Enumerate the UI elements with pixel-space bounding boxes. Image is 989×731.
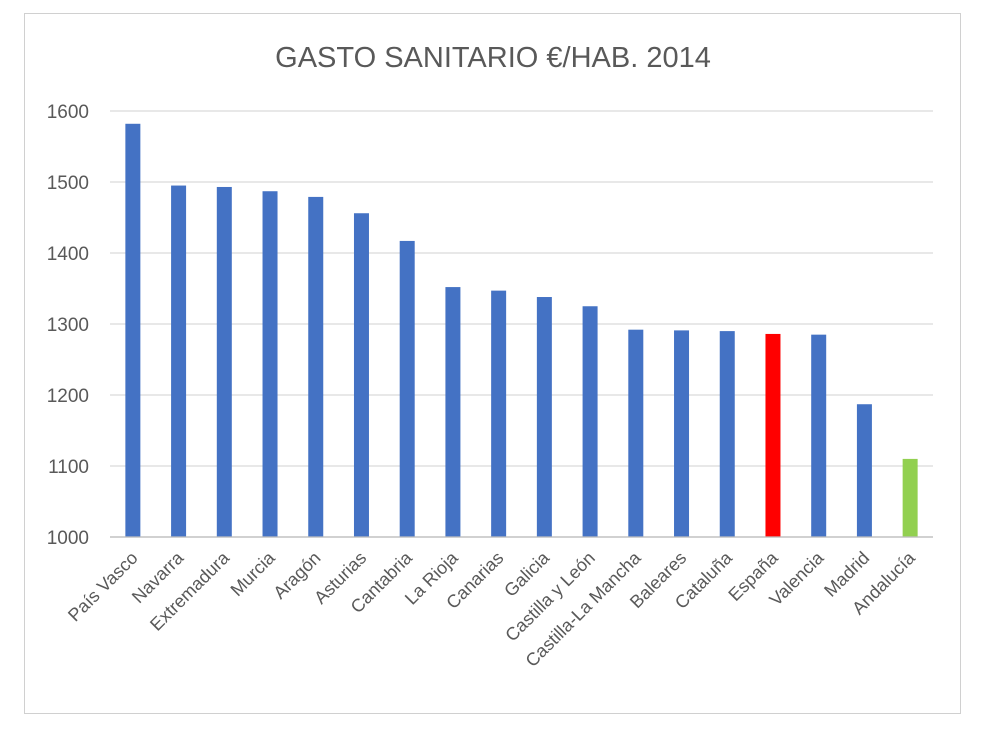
bar	[491, 290, 507, 537]
bar	[125, 123, 141, 537]
x-axis-category-labels: País VascoNavarraExtremaduraMurciaAragón…	[64, 547, 920, 671]
bar	[536, 297, 552, 537]
bar	[902, 458, 918, 537]
y-tick-label: 1300	[47, 315, 89, 336]
bar	[171, 185, 187, 538]
y-tick-label: 1600	[47, 102, 89, 123]
bar	[353, 213, 369, 538]
bar	[445, 287, 461, 537]
bar	[765, 333, 781, 537]
bar	[308, 196, 324, 537]
gridlines	[110, 110, 933, 538]
bar	[582, 306, 598, 537]
bar	[811, 334, 827, 537]
bar	[262, 191, 278, 538]
x-category-label: País Vasco	[64, 548, 142, 626]
y-axis-tick-labels: 1000 1100 1200 1300 1400 1500 1600	[47, 102, 89, 549]
bar	[856, 404, 872, 537]
y-tick-label: 1100	[48, 457, 89, 478]
bar	[674, 330, 690, 537]
y-tick-label: 1000	[47, 528, 89, 549]
bar	[628, 329, 644, 537]
bar	[399, 240, 415, 537]
chart-title: GASTO SANITARIO €/HAB. 2014	[275, 42, 711, 74]
bar	[719, 331, 735, 537]
y-tick-label: 1500	[47, 173, 89, 194]
x-category-label: Extremadura	[146, 547, 234, 635]
bars	[125, 123, 918, 538]
bar	[216, 186, 232, 537]
y-tick-label: 1200	[47, 386, 89, 407]
y-tick-label: 1400	[47, 244, 89, 265]
